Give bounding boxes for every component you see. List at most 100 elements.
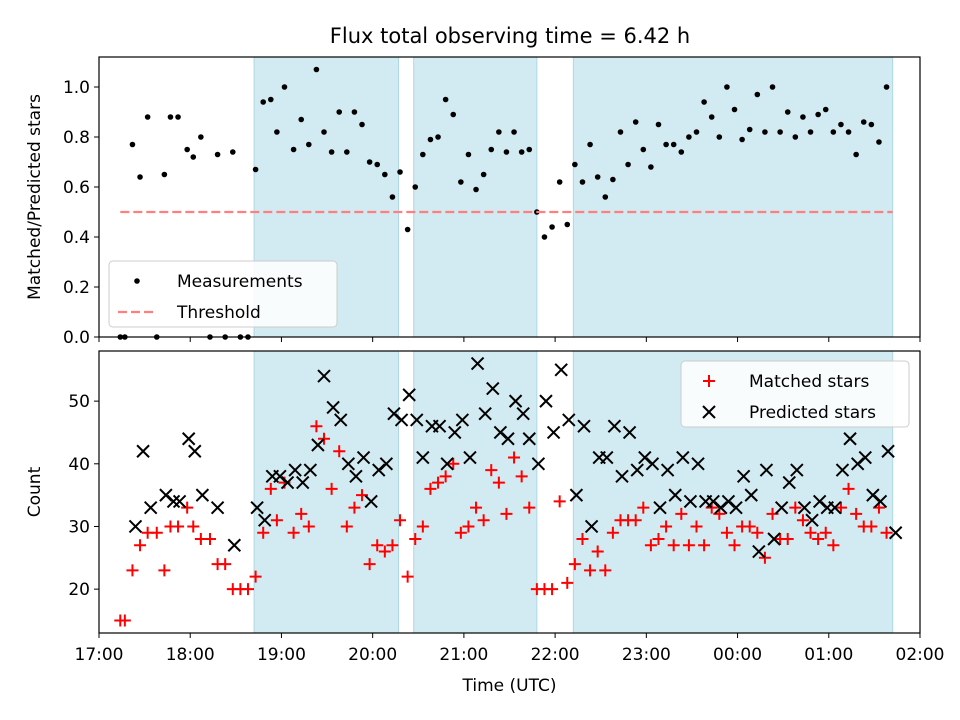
predicted-star-point bbox=[881, 444, 895, 458]
measurement-point bbox=[374, 161, 381, 168]
matched-star-point bbox=[287, 526, 300, 539]
predicted-star-point bbox=[600, 450, 614, 465]
matched-star-point bbox=[424, 482, 437, 495]
matched-star-point bbox=[378, 545, 391, 558]
matched-star-point bbox=[827, 539, 840, 552]
predicted-star-point bbox=[317, 369, 331, 383]
measurement-point bbox=[167, 114, 174, 120]
predicted-star-point bbox=[888, 526, 903, 540]
measurement-point bbox=[229, 149, 236, 155]
matched-star-point bbox=[302, 520, 315, 533]
matched-star-point bbox=[576, 533, 589, 545]
predicted-star-point bbox=[195, 488, 210, 502]
y-axis-label: Count bbox=[25, 466, 45, 517]
y-tick-label: 0.4 bbox=[63, 228, 90, 248]
measurement-point bbox=[198, 134, 204, 140]
measurement-point bbox=[625, 161, 631, 168]
measurement-point bbox=[129, 141, 136, 148]
axes-frame bbox=[98, 350, 921, 634]
measurement-point bbox=[572, 161, 578, 168]
measurement-point bbox=[511, 129, 517, 135]
measurement-point bbox=[274, 129, 280, 135]
measurement-point bbox=[321, 129, 327, 135]
measurement-point bbox=[144, 114, 151, 120]
matched-star-point bbox=[249, 570, 262, 583]
y-tick-label: 0.2 bbox=[63, 278, 90, 298]
measurement-point bbox=[268, 96, 274, 103]
predicted-star-point bbox=[470, 356, 485, 371]
y-tick-label: 0.6 bbox=[63, 178, 90, 198]
measurement-point bbox=[290, 146, 297, 153]
matched-star-point bbox=[126, 564, 139, 577]
matched-star-point bbox=[515, 470, 528, 483]
measurement-point bbox=[868, 121, 875, 128]
matched-star-point bbox=[333, 445, 346, 458]
predicted-star-point bbox=[546, 425, 561, 440]
matched-star-point bbox=[187, 520, 200, 533]
matched-star-point bbox=[698, 539, 711, 552]
predicted-star-point bbox=[653, 500, 667, 515]
matched-star-point bbox=[363, 558, 376, 571]
matched-star-point bbox=[500, 507, 513, 520]
measurement-point bbox=[496, 129, 502, 135]
measurement-point bbox=[815, 111, 821, 118]
observing-window-band bbox=[413, 350, 538, 634]
matched-star-point bbox=[812, 533, 825, 545]
predicted-star-point bbox=[805, 513, 819, 527]
predicted-star-point bbox=[843, 432, 857, 446]
predicted-star-point bbox=[691, 457, 705, 471]
measurement-point bbox=[336, 109, 343, 115]
measurement-point bbox=[465, 151, 472, 158]
measurement-point bbox=[746, 126, 753, 133]
x-tick-label: 20:00 bbox=[348, 645, 397, 665]
predicted-star-point bbox=[250, 500, 264, 515]
measurement-point bbox=[389, 194, 396, 200]
y-tick-label: 30 bbox=[68, 517, 90, 537]
predicted-star-point bbox=[531, 457, 546, 471]
predicted-star-point bbox=[508, 394, 523, 408]
matched-star-point bbox=[118, 614, 131, 627]
predicted-star-point bbox=[744, 488, 758, 502]
matched-star-point bbox=[134, 539, 147, 552]
matched-star-point bbox=[751, 526, 764, 539]
measurement-point bbox=[579, 179, 586, 185]
x-tick-label: 17:00 bbox=[75, 645, 124, 665]
matched-star-point bbox=[728, 539, 741, 552]
measurement-point bbox=[435, 134, 441, 140]
matched-star-point bbox=[599, 564, 612, 577]
predicted-star-point bbox=[432, 419, 447, 433]
measurement-point bbox=[663, 141, 669, 148]
matched-star-point bbox=[401, 570, 414, 583]
matched-star-point bbox=[462, 520, 475, 533]
matched-star-point bbox=[834, 501, 847, 514]
matched-star-point bbox=[439, 470, 452, 483]
measurement-point bbox=[784, 109, 791, 115]
measurement-point bbox=[701, 99, 707, 105]
predicted-star-point bbox=[172, 494, 187, 509]
chart-title: Flux total observing time = 6.42 h bbox=[330, 24, 690, 48]
measurement-point bbox=[648, 164, 654, 170]
predicted-star-point bbox=[181, 432, 196, 446]
legend-box bbox=[680, 360, 910, 428]
predicted-star-point bbox=[660, 463, 675, 477]
matched-star-point bbox=[781, 533, 794, 545]
predicted-star-point bbox=[835, 463, 850, 477]
matched-star-point bbox=[203, 533, 216, 545]
predicted-star-point bbox=[676, 450, 690, 465]
predicted-star-point bbox=[782, 475, 796, 490]
predicted-star-point bbox=[227, 538, 242, 552]
axes-frame bbox=[98, 56, 921, 338]
measurement-point bbox=[739, 136, 745, 143]
predicted-star-point bbox=[668, 488, 682, 502]
matched-star-point bbox=[181, 501, 194, 514]
legend-label: Measurements bbox=[177, 272, 303, 292]
y-tick-label: 40 bbox=[68, 455, 90, 475]
measurement-point bbox=[708, 114, 715, 120]
measurement-point bbox=[617, 129, 624, 135]
predicted-star-point bbox=[440, 457, 454, 471]
measurement-point bbox=[404, 226, 411, 233]
predicted-star-point bbox=[584, 519, 599, 534]
predicted-star-point bbox=[569, 488, 584, 502]
matched-star-point bbox=[348, 501, 361, 514]
matched-star-point bbox=[553, 495, 566, 508]
